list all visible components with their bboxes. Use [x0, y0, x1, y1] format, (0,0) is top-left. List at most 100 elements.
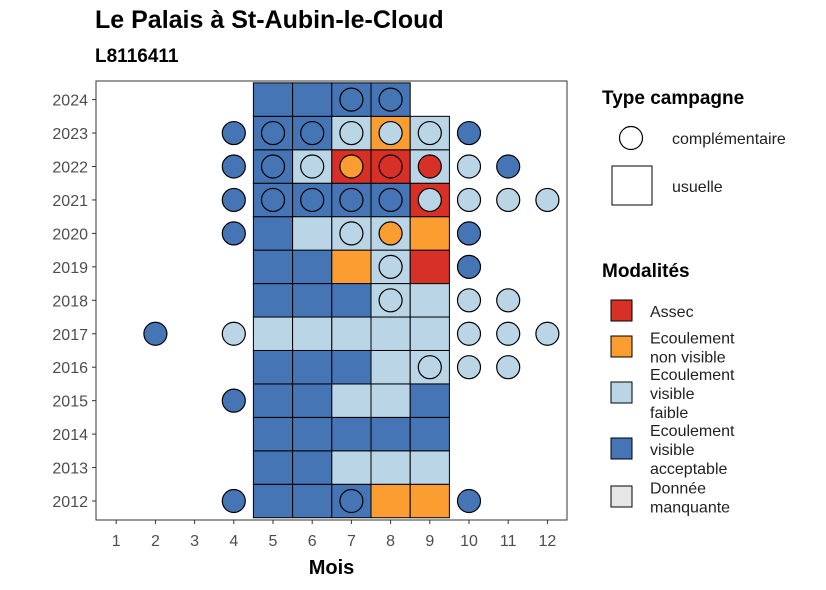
tile-usuelle: [370, 316, 411, 351]
point-complementaire: [339, 120, 364, 146]
legend-modalite-label: acceptable: [650, 461, 727, 478]
point-complementaire: [300, 154, 325, 179]
tile-usuelle: [331, 316, 372, 351]
legend-modalite-label: Ecoulement: [650, 423, 735, 440]
point-complementaire: [496, 288, 521, 313]
tile-usuelle: [370, 349, 411, 385]
tile-usuelle: [370, 416, 411, 452]
point-complementaire: [456, 221, 482, 246]
legend-modalite-label: manquante: [650, 500, 730, 517]
legend-modalite-label: non visible: [650, 350, 726, 367]
point-complementaire: [378, 87, 403, 112]
legend-type-label: complémentaire: [672, 131, 786, 148]
point-complementaire: [339, 154, 364, 179]
point-complementaire: [496, 355, 521, 380]
legend-modalite-swatch: [610, 335, 633, 358]
point-complementaire: [339, 87, 364, 112]
tile-usuelle: [370, 450, 411, 485]
tile-usuelle: [252, 82, 294, 117]
point-complementaire: [456, 154, 482, 179]
legend-modalite-label: Ecoulement: [650, 331, 735, 348]
tile-usuelle: [292, 349, 333, 385]
chart-subtitle: L8116411: [95, 46, 179, 67]
tile-usuelle: [252, 483, 294, 519]
x-tick-label: 12: [539, 533, 557, 550]
y-tick-label: 2023: [52, 126, 88, 143]
y-tick-label: 2024: [52, 93, 88, 110]
tile-usuelle: [292, 416, 333, 452]
point-complementaire: [221, 187, 246, 213]
point-complementaire: [378, 154, 403, 179]
y-tick-label: 2013: [52, 461, 88, 478]
point-complementaire: [378, 120, 403, 146]
point-complementaire: [417, 187, 442, 213]
point-complementaire: [417, 154, 442, 179]
y-tick-label: 2022: [52, 160, 88, 177]
legend-type-label: usuelle: [672, 179, 723, 196]
point-complementaire: [339, 187, 364, 213]
x-tick-label: 6: [308, 533, 317, 550]
point-complementaire: [221, 120, 246, 146]
point-complementaire: [339, 488, 364, 514]
tile-usuelle: [409, 249, 450, 285]
tile-usuelle: [409, 483, 450, 519]
tile-usuelle: [252, 450, 294, 485]
legend-modalite-swatch: [610, 381, 633, 404]
point-complementaire: [456, 321, 482, 346]
y-tick-label: 2014: [52, 427, 88, 444]
point-complementaire: [221, 488, 246, 514]
tile-usuelle: [292, 383, 333, 418]
tile-usuelle: [331, 283, 372, 318]
tile-usuelle: [370, 383, 411, 418]
point-complementaire: [260, 154, 286, 179]
point-complementaire: [496, 187, 521, 213]
point-complementaire: [535, 187, 560, 213]
y-tick-label: 2012: [52, 494, 88, 511]
tile-usuelle: [252, 249, 294, 285]
point-complementaire: [456, 120, 482, 146]
tile-usuelle: [252, 216, 294, 251]
y-tick-label: 2021: [52, 193, 88, 210]
legend-modalite-swatch: [610, 485, 633, 508]
legend-modalite-label: faible: [650, 405, 688, 422]
point-complementaire: [535, 321, 560, 346]
x-tick-label: 11: [500, 533, 517, 550]
legend-circle-swatch: [618, 125, 644, 151]
point-complementaire: [496, 321, 521, 346]
tile-usuelle: [292, 450, 333, 485]
legend-modalite-label: visible: [650, 442, 695, 459]
point-complementaire: [496, 154, 521, 179]
point-complementaire: [260, 120, 286, 146]
tile-usuelle: [370, 483, 411, 519]
x-tick-label: 9: [425, 533, 434, 550]
tile-usuelle: [292, 216, 333, 251]
tile-usuelle: [292, 316, 333, 351]
tile-usuelle: [292, 249, 333, 285]
tile-usuelle: [409, 450, 450, 485]
chart-title: Le Palais à St-Aubin-le-Cloud: [95, 6, 444, 34]
tile-usuelle: [252, 349, 294, 385]
legend-type-title: Type campagne: [602, 88, 745, 109]
tile-usuelle: [252, 316, 294, 351]
legend-modalite-label: Donnée: [650, 481, 706, 498]
tile-usuelle: [409, 316, 450, 351]
y-tick-label: 2015: [52, 394, 88, 411]
tile-usuelle: [252, 416, 294, 452]
legend-modalite-swatch: [610, 299, 633, 322]
point-complementaire: [378, 221, 403, 246]
point-complementaire: [221, 321, 246, 346]
point-complementaire: [378, 187, 403, 213]
tile-usuelle: [252, 383, 294, 418]
x-tick-label: 5: [269, 533, 278, 550]
point-complementaire: [456, 187, 482, 213]
point-complementaire: [221, 221, 246, 246]
point-complementaire: [456, 254, 482, 279]
y-tick-label: 2019: [52, 260, 88, 277]
legend-square-swatch: [611, 165, 653, 206]
point-complementaire: [417, 355, 442, 380]
point-complementaire: [456, 488, 482, 514]
point-complementaire: [221, 154, 246, 179]
y-tick-label: 2020: [52, 226, 88, 243]
point-complementaire: [417, 120, 442, 146]
